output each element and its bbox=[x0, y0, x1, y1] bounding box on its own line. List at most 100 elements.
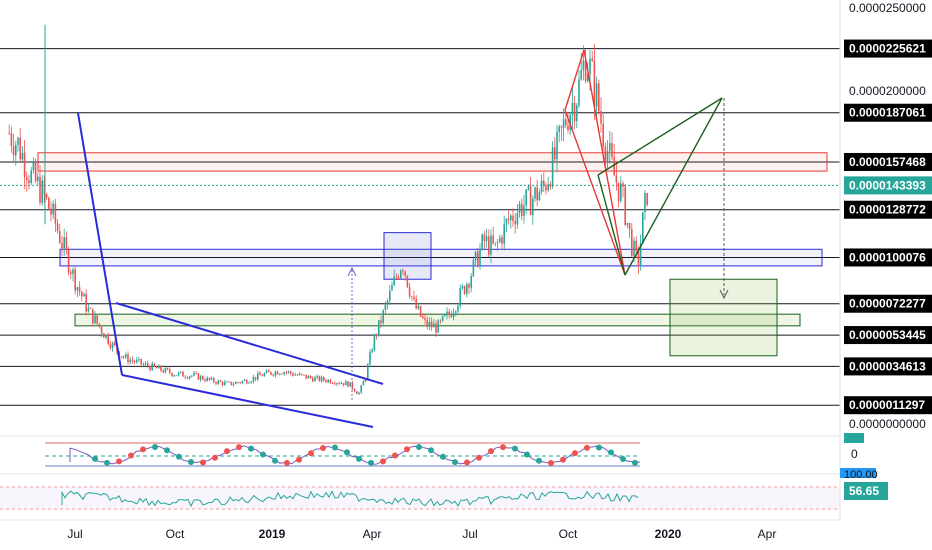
target-box[interactable] bbox=[669, 278, 778, 357]
candle-body bbox=[514, 221, 516, 225]
candle-body bbox=[547, 184, 549, 191]
candle-body bbox=[129, 359, 131, 363]
candle-body bbox=[349, 382, 351, 387]
candle-body bbox=[512, 215, 514, 222]
candle-body bbox=[76, 287, 79, 291]
wedge-upper-line[interactable] bbox=[115, 302, 384, 385]
candle-body bbox=[67, 249, 70, 273]
candle-body bbox=[250, 381, 252, 383]
osc-dot bbox=[116, 458, 122, 465]
candle-body bbox=[549, 184, 552, 187]
candle-body bbox=[351, 382, 354, 389]
candle-body bbox=[399, 270, 402, 279]
candle-body bbox=[542, 180, 545, 186]
level-price-tag[interactable] bbox=[844, 103, 932, 122]
candle-body bbox=[160, 365, 162, 371]
osc-hundred-tag bbox=[840, 468, 876, 478]
candle-body bbox=[105, 334, 107, 338]
candle-body bbox=[501, 237, 503, 244]
candle-body bbox=[151, 363, 153, 371]
level-price-tag[interactable] bbox=[844, 248, 932, 267]
candle-body bbox=[586, 73, 589, 81]
candle-body bbox=[193, 373, 195, 376]
candle-body bbox=[593, 60, 596, 107]
breakout-box[interactable] bbox=[383, 232, 432, 280]
candle-body bbox=[360, 385, 362, 393]
level-price-label: 0.0000034613 bbox=[849, 359, 926, 373]
osc-zero-label: 0 bbox=[851, 447, 858, 461]
osc-dot bbox=[272, 457, 278, 464]
candle-body bbox=[248, 382, 250, 384]
time-tick-label: Apr bbox=[363, 527, 382, 541]
green-pennant-back[interactable] bbox=[597, 174, 626, 276]
candle-body bbox=[124, 354, 127, 358]
osc-dot bbox=[560, 456, 566, 463]
candle-body bbox=[113, 342, 116, 346]
candle-body bbox=[358, 392, 360, 394]
osc-dot bbox=[356, 455, 362, 462]
candle-body bbox=[329, 379, 332, 384]
current-price-tag[interactable] bbox=[844, 176, 932, 195]
candle-body bbox=[133, 361, 136, 363]
level-price-tag[interactable] bbox=[844, 39, 932, 58]
candle-body bbox=[232, 383, 235, 385]
osc-dot bbox=[584, 444, 590, 451]
candle-body bbox=[340, 383, 343, 384]
candle-body bbox=[261, 375, 263, 377]
level-price-tag[interactable] bbox=[844, 152, 932, 171]
support-zone[interactable] bbox=[59, 248, 823, 267]
wedge-left-leg[interactable] bbox=[77, 112, 123, 376]
candle-body bbox=[239, 382, 241, 384]
osc-dot bbox=[284, 459, 290, 466]
osc-dot bbox=[488, 448, 494, 455]
candle-body bbox=[14, 144, 17, 156]
candle-body bbox=[413, 296, 415, 300]
level-price-tag[interactable] bbox=[844, 294, 932, 313]
red-flag-right[interactable] bbox=[583, 49, 626, 276]
level-price-tag[interactable] bbox=[844, 396, 932, 415]
red-flag-base[interactable] bbox=[564, 109, 626, 276]
candle-body bbox=[254, 376, 257, 380]
green-pennant-upper[interactable] bbox=[597, 97, 723, 176]
level-price-tag[interactable] bbox=[844, 200, 932, 219]
candle-body bbox=[575, 105, 578, 122]
candle-body bbox=[162, 370, 164, 373]
candle-body bbox=[100, 326, 103, 334]
rsi-value-tag[interactable] bbox=[844, 482, 888, 500]
candle-body bbox=[65, 237, 68, 250]
candle-body bbox=[556, 131, 558, 160]
candle-body bbox=[523, 205, 525, 216]
candle-body bbox=[578, 79, 580, 106]
level-price-tag[interactable] bbox=[844, 326, 932, 345]
candle-body bbox=[300, 373, 303, 375]
wedge-lower-line[interactable] bbox=[121, 374, 374, 428]
candle-body bbox=[199, 376, 202, 380]
candle-body bbox=[263, 373, 266, 377]
red-flag-left[interactable] bbox=[564, 49, 585, 111]
candle-body bbox=[28, 180, 30, 184]
green-pennant-lower[interactable] bbox=[624, 97, 723, 276]
candle-body bbox=[52, 203, 54, 215]
candle-body bbox=[87, 308, 90, 312]
price-tick-label: 0.0000250000 bbox=[849, 1, 926, 15]
candle-body bbox=[362, 381, 365, 386]
candle-body bbox=[597, 83, 600, 112]
candle-body bbox=[89, 308, 92, 309]
candle-body bbox=[371, 350, 373, 353]
candle-body bbox=[369, 352, 371, 365]
rsi-pane bbox=[0, 473, 840, 510]
osc-dot bbox=[308, 450, 314, 457]
osc-dot bbox=[296, 456, 302, 463]
candle-body bbox=[582, 60, 585, 70]
candle-body bbox=[608, 143, 611, 152]
candle-body bbox=[226, 381, 228, 383]
candle-body bbox=[320, 377, 323, 382]
candle-body bbox=[450, 314, 453, 317]
resistance-zone[interactable] bbox=[37, 152, 828, 172]
level-price-tag[interactable] bbox=[844, 357, 932, 376]
candle-body bbox=[311, 377, 314, 382]
level-price-label: 0.0000187061 bbox=[849, 106, 926, 120]
candle-body bbox=[483, 234, 486, 242]
